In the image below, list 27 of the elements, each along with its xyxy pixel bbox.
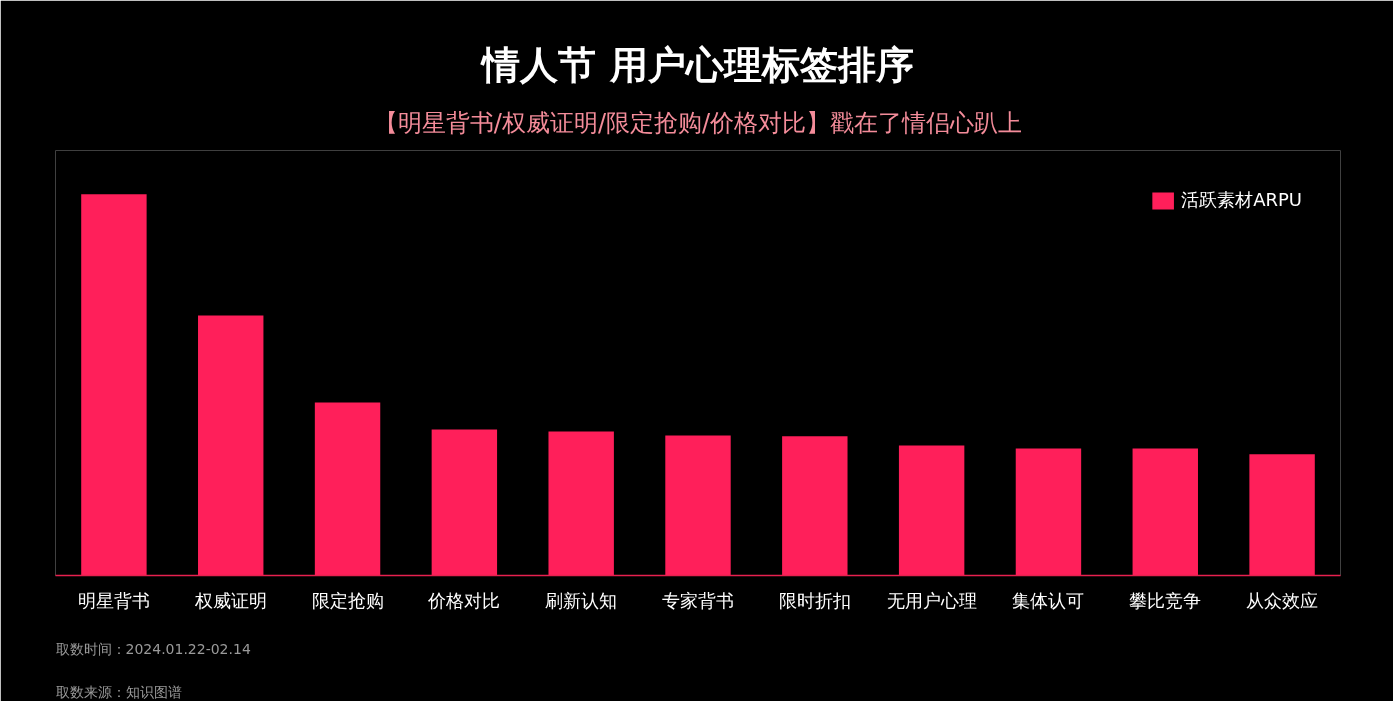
x-tick-label: 从众效应 <box>1246 589 1319 611</box>
bar <box>782 436 848 576</box>
legend-label: 活跃素材ARPU <box>1181 188 1302 212</box>
bar <box>898 445 965 576</box>
bar <box>1015 448 1082 576</box>
x-tick-label: 明星背书 <box>77 589 150 611</box>
x-tick-label: 价格对比 <box>427 589 501 611</box>
x-tick-label: 集体认可 <box>1012 589 1085 611</box>
bar <box>431 429 498 576</box>
text: 取数来源：知识图谱 <box>55 683 182 700</box>
text: 取数时间：2024.01.22-02.14 <box>55 640 251 657</box>
chart-title: 情人节 用户心理标签排序 <box>480 42 914 87</box>
x-tick-label: 刷新认知 <box>545 589 618 611</box>
x-tick-label: 专家背书 <box>662 589 734 611</box>
chart-subtitle: 【明星背书/权威证明/限定抢购/价格对比】戳在了情侣心趴上 <box>373 108 1023 137</box>
x-tick-label: 限定抢购 <box>311 589 384 611</box>
bar <box>1249 454 1315 576</box>
bar <box>548 431 614 576</box>
x-tick-label: 无用户心理 <box>886 589 977 611</box>
bar <box>665 435 731 576</box>
bar <box>81 194 147 576</box>
x-tick-label: 攀比竞争 <box>1129 589 1202 611</box>
x-tick-label: 权威证明 <box>193 589 267 611</box>
x-tick-label: 限时折扣 <box>778 589 851 611</box>
bar <box>198 315 264 576</box>
bar <box>1132 448 1198 576</box>
bar <box>314 402 381 576</box>
